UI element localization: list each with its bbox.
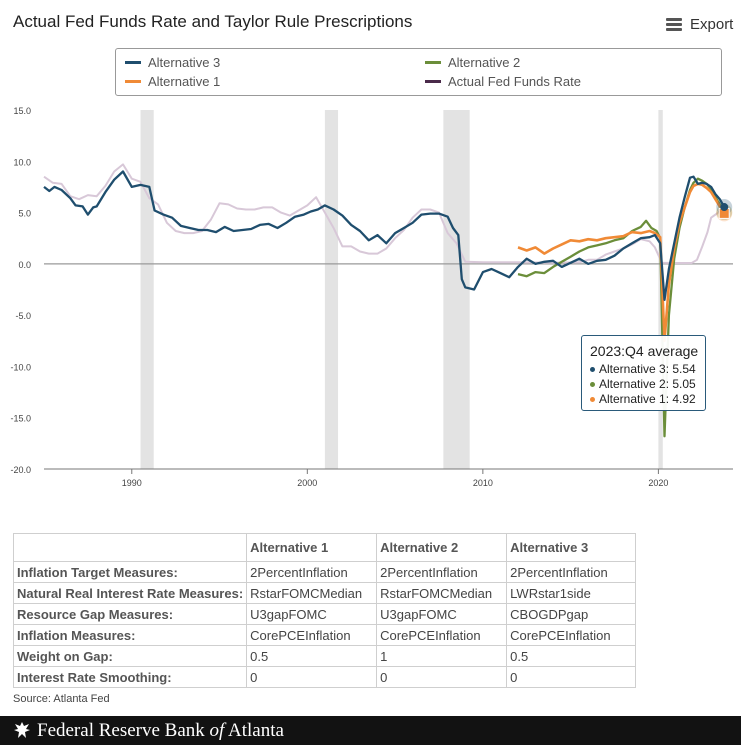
row-label: Weight on Gap: <box>12 645 248 667</box>
y-tick-label: 0.0 <box>18 260 31 270</box>
table-cell: CorePCEInflation <box>246 624 378 646</box>
table-cell: U3gapFOMC <box>246 603 378 625</box>
table-cell: 2PercentInflation <box>376 561 508 583</box>
table-cell: 0 <box>376 666 508 688</box>
tooltip-title: 2023:Q4 average <box>590 343 699 359</box>
table-header-empty <box>12 533 248 562</box>
table-cell: CorePCEInflation <box>506 624 637 646</box>
tooltip-value: Alternative 2: 5.05 <box>599 377 696 391</box>
row-label: Inflation Target Measures: <box>12 561 248 583</box>
table-cell: 1 <box>376 645 508 667</box>
eagle-logo-icon <box>14 721 30 738</box>
export-button[interactable]: Export <box>666 16 733 33</box>
table-cell: RstarFOMCMedian <box>376 582 508 604</box>
legend-label: Alternative 1 <box>148 74 221 89</box>
tooltip-dot-icon <box>590 367 595 373</box>
row-label: Inflation Measures: <box>12 624 248 646</box>
x-tick-label: 2000 <box>297 478 317 488</box>
legend-item-alternative-1[interactable]: Alternative 1 <box>125 74 220 89</box>
parameters-table: Alternative 1 Alternative 2 Alternative … <box>12 533 637 688</box>
legend-swatch <box>125 61 141 64</box>
series-line-alternative-2 <box>517 177 726 438</box>
table-cell: U3gapFOMC <box>376 603 508 625</box>
chart-legend: Alternative 3 Alternative 2 Alternative … <box>115 48 722 96</box>
y-tick-label: 10.0 <box>13 157 31 167</box>
row-label: Interest Rate Smoothing: <box>12 666 248 688</box>
table-row: Inflation Target Measures: 2PercentInfla… <box>12 561 637 583</box>
tooltip-dot-icon <box>590 382 595 388</box>
table-cell: 2PercentInflation <box>506 561 637 583</box>
table-cell: 0 <box>506 666 637 688</box>
tooltip-value: Alternative 1: 4.92 <box>599 392 696 406</box>
tooltip-row: Alternative 3: 5.54 <box>590 362 705 377</box>
table-row: Resource Gap Measures: U3gapFOMC U3gapFO… <box>12 603 637 625</box>
legend-swatch <box>425 80 441 83</box>
legend-label: Actual Fed Funds Rate <box>448 74 581 89</box>
row-label: Resource Gap Measures: <box>12 603 248 625</box>
tooltip-row: Alternative 1: 4.92 <box>590 392 705 407</box>
tooltip-dot-icon <box>590 397 595 403</box>
table-cell: LWRstar1side <box>506 582 637 604</box>
legend-label: Alternative 3 <box>148 55 221 70</box>
y-tick-label: -20.0 <box>10 465 31 475</box>
legend-item-actual-fed-funds-rate[interactable]: Actual Fed Funds Rate <box>425 74 581 89</box>
x-tick-label: 1990 <box>122 478 142 488</box>
table-header: Alternative 3 <box>506 533 637 562</box>
y-tick-label: -15.0 <box>10 414 31 424</box>
footer-title: Federal Reserve Bank of Atlanta <box>37 719 284 741</box>
table-cell: 0.5 <box>246 645 378 667</box>
series-line-alternative-3 <box>43 170 726 301</box>
tooltip-value: Alternative 3: 5.54 <box>599 362 696 376</box>
row-label: Natural Real Interest Rate Measures: <box>12 582 248 604</box>
table-row: Interest Rate Smoothing: 0 0 0 <box>12 666 637 688</box>
recession-band <box>443 110 470 469</box>
table-row: Weight on Gap: 0.5 1 0.5 <box>12 645 637 667</box>
tooltip-row: Alternative 2: 5.05 <box>590 377 705 392</box>
table-cell: 2PercentInflation <box>246 561 378 583</box>
legend-swatch <box>125 80 141 83</box>
table-cell: RstarFOMCMedian <box>246 582 378 604</box>
legend-swatch <box>425 61 441 64</box>
data-tooltip: 2023:Q4 average Alternative 3: 5.54 Alte… <box>581 335 706 411</box>
source-note: Source: Atlanta Fed <box>13 693 110 705</box>
table-header: Alternative 2 <box>376 533 508 562</box>
table-cell: 0 <box>246 666 378 688</box>
x-tick-label: 2010 <box>473 478 493 488</box>
legend-item-alternative-3[interactable]: Alternative 3 <box>125 55 220 70</box>
series-line-alternative-1 <box>517 182 726 343</box>
y-tick-label: -5.0 <box>15 311 31 321</box>
y-tick-label: 5.0 <box>18 209 31 219</box>
recession-band <box>140 110 154 469</box>
legend-item-alternative-2[interactable]: Alternative 2 <box>425 55 520 70</box>
y-tick-label: -10.0 <box>10 362 31 372</box>
chart-title: Actual Fed Funds Rate and Taylor Rule Pr… <box>13 12 413 31</box>
recession-band <box>324 110 339 469</box>
menu-icon <box>666 18 682 31</box>
chart-plot-area: 15.0 10.0 5.0 0.0 -5.0 -10.0 -15.0 -20.0 1990 200… <box>10 106 733 488</box>
x-tick-label: 2020 <box>648 478 668 488</box>
table-row: Natural Real Interest Rate Measures: Rst… <box>12 582 637 604</box>
hover-marker <box>720 203 729 212</box>
table-header: Alternative 1 <box>246 533 378 562</box>
legend-label: Alternative 2 <box>448 55 521 70</box>
y-tick-label: 15.0 <box>13 106 31 116</box>
table-cell: 0.5 <box>506 645 637 667</box>
footer-banner: Federal Reserve Bank of Atlanta <box>0 716 741 745</box>
export-label: Export <box>690 16 734 33</box>
table-cell: CorePCEInflation <box>376 624 508 646</box>
table-header-row: Alternative 1 Alternative 2 Alternative … <box>12 533 637 562</box>
table-cell: CBOGDPgap <box>506 603 637 625</box>
table-row: Inflation Measures: CorePCEInflation Cor… <box>12 624 637 646</box>
